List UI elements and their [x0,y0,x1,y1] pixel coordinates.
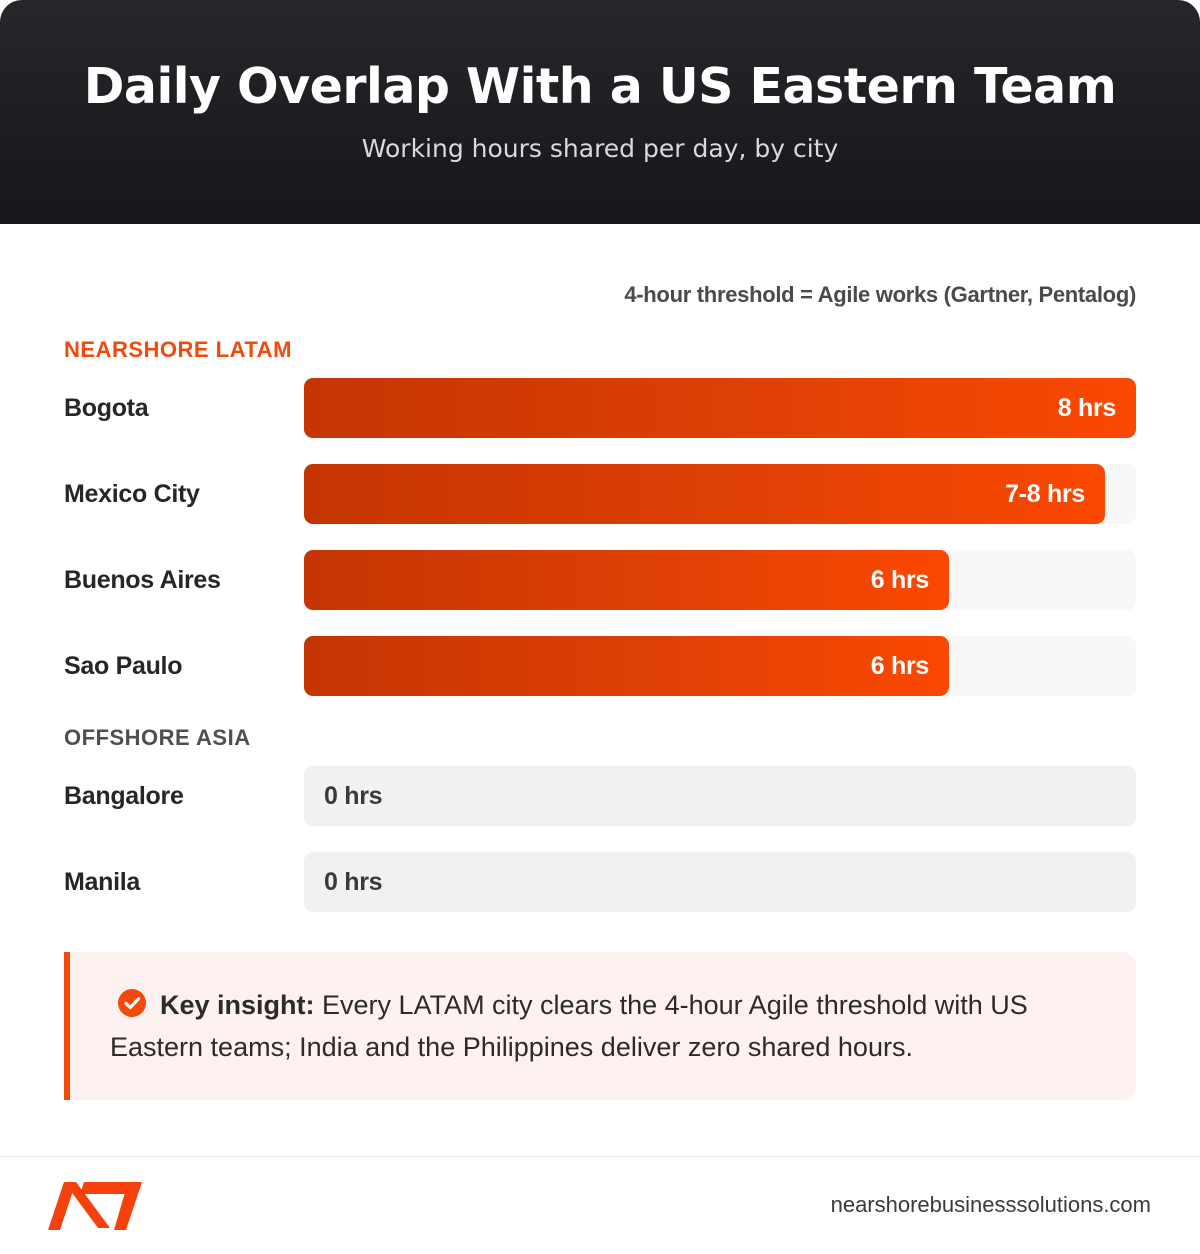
chart-subtitle: Working hours shared per day, by city [361,134,839,163]
bar-track: 0 hrs [304,766,1136,826]
website-link[interactable]: nearshorebusinesssolutions.com [830,1192,1151,1217]
bar-fill [304,378,1136,438]
header: Daily Overlap With a US Eastern Team Wor… [0,0,1200,224]
bar-track: 7-8 hrs [304,464,1136,524]
footer-divider [0,1156,1200,1157]
bar-value-label: 6 hrs [870,566,930,594]
insight-lead: Key insight: [160,990,315,1020]
bar-track: 6 hrs [304,636,1136,696]
bar-track: 6 hrs [304,550,1136,610]
bar-row: Manila 0 hrs [64,852,1136,912]
bar-row: Buenos Aires 6 hrs [64,550,1136,610]
bar-row: Sao Paulo 6 hrs [64,636,1136,696]
group-label-latam: NEARSHORE LATAM [64,337,292,362]
threshold-note: 4-hour threshold = Agile works (Gartner,… [624,282,1136,307]
check-circle-icon [118,989,146,1017]
bar-fill [304,464,1105,524]
group-label-asia: OFFSHORE ASIA [64,725,251,750]
brand-logo-icon [48,1180,146,1235]
bar-value-label: 0 hrs [324,868,383,896]
bar-value-label: 8 hrs [1057,394,1117,422]
bar-fill [304,636,949,696]
insight-body: Every LATAM city clears the 4-hour Agile… [110,990,1028,1062]
city-label: Manila [64,868,140,896]
city-label: Bangalore [64,782,184,810]
bar-row: Mexico City 7-8 hrs [64,464,1136,524]
insight-text: Key insight: Every LATAM city clears the… [110,984,1100,1068]
city-label: Buenos Aires [64,566,221,594]
bar-value-label: 0 hrs [324,782,383,810]
chart-title: Daily Overlap With a US Eastern Team [83,58,1117,115]
bar-track: 0 hrs [304,852,1136,912]
key-insight-callout: Key insight: Every LATAM city clears the… [64,952,1136,1100]
bar-fill [304,550,949,610]
bar-row: Bogota 8 hrs [64,378,1136,438]
city-label: Mexico City [64,480,200,508]
city-label: Bogota [64,394,149,422]
bar-value-label: 6 hrs [870,652,930,680]
city-label: Sao Paulo [64,652,183,680]
bar-value-label: 7-8 hrs [1005,480,1085,508]
bar-row: Bangalore 0 hrs [64,766,1136,826]
bar-track: 8 hrs [304,378,1136,438]
